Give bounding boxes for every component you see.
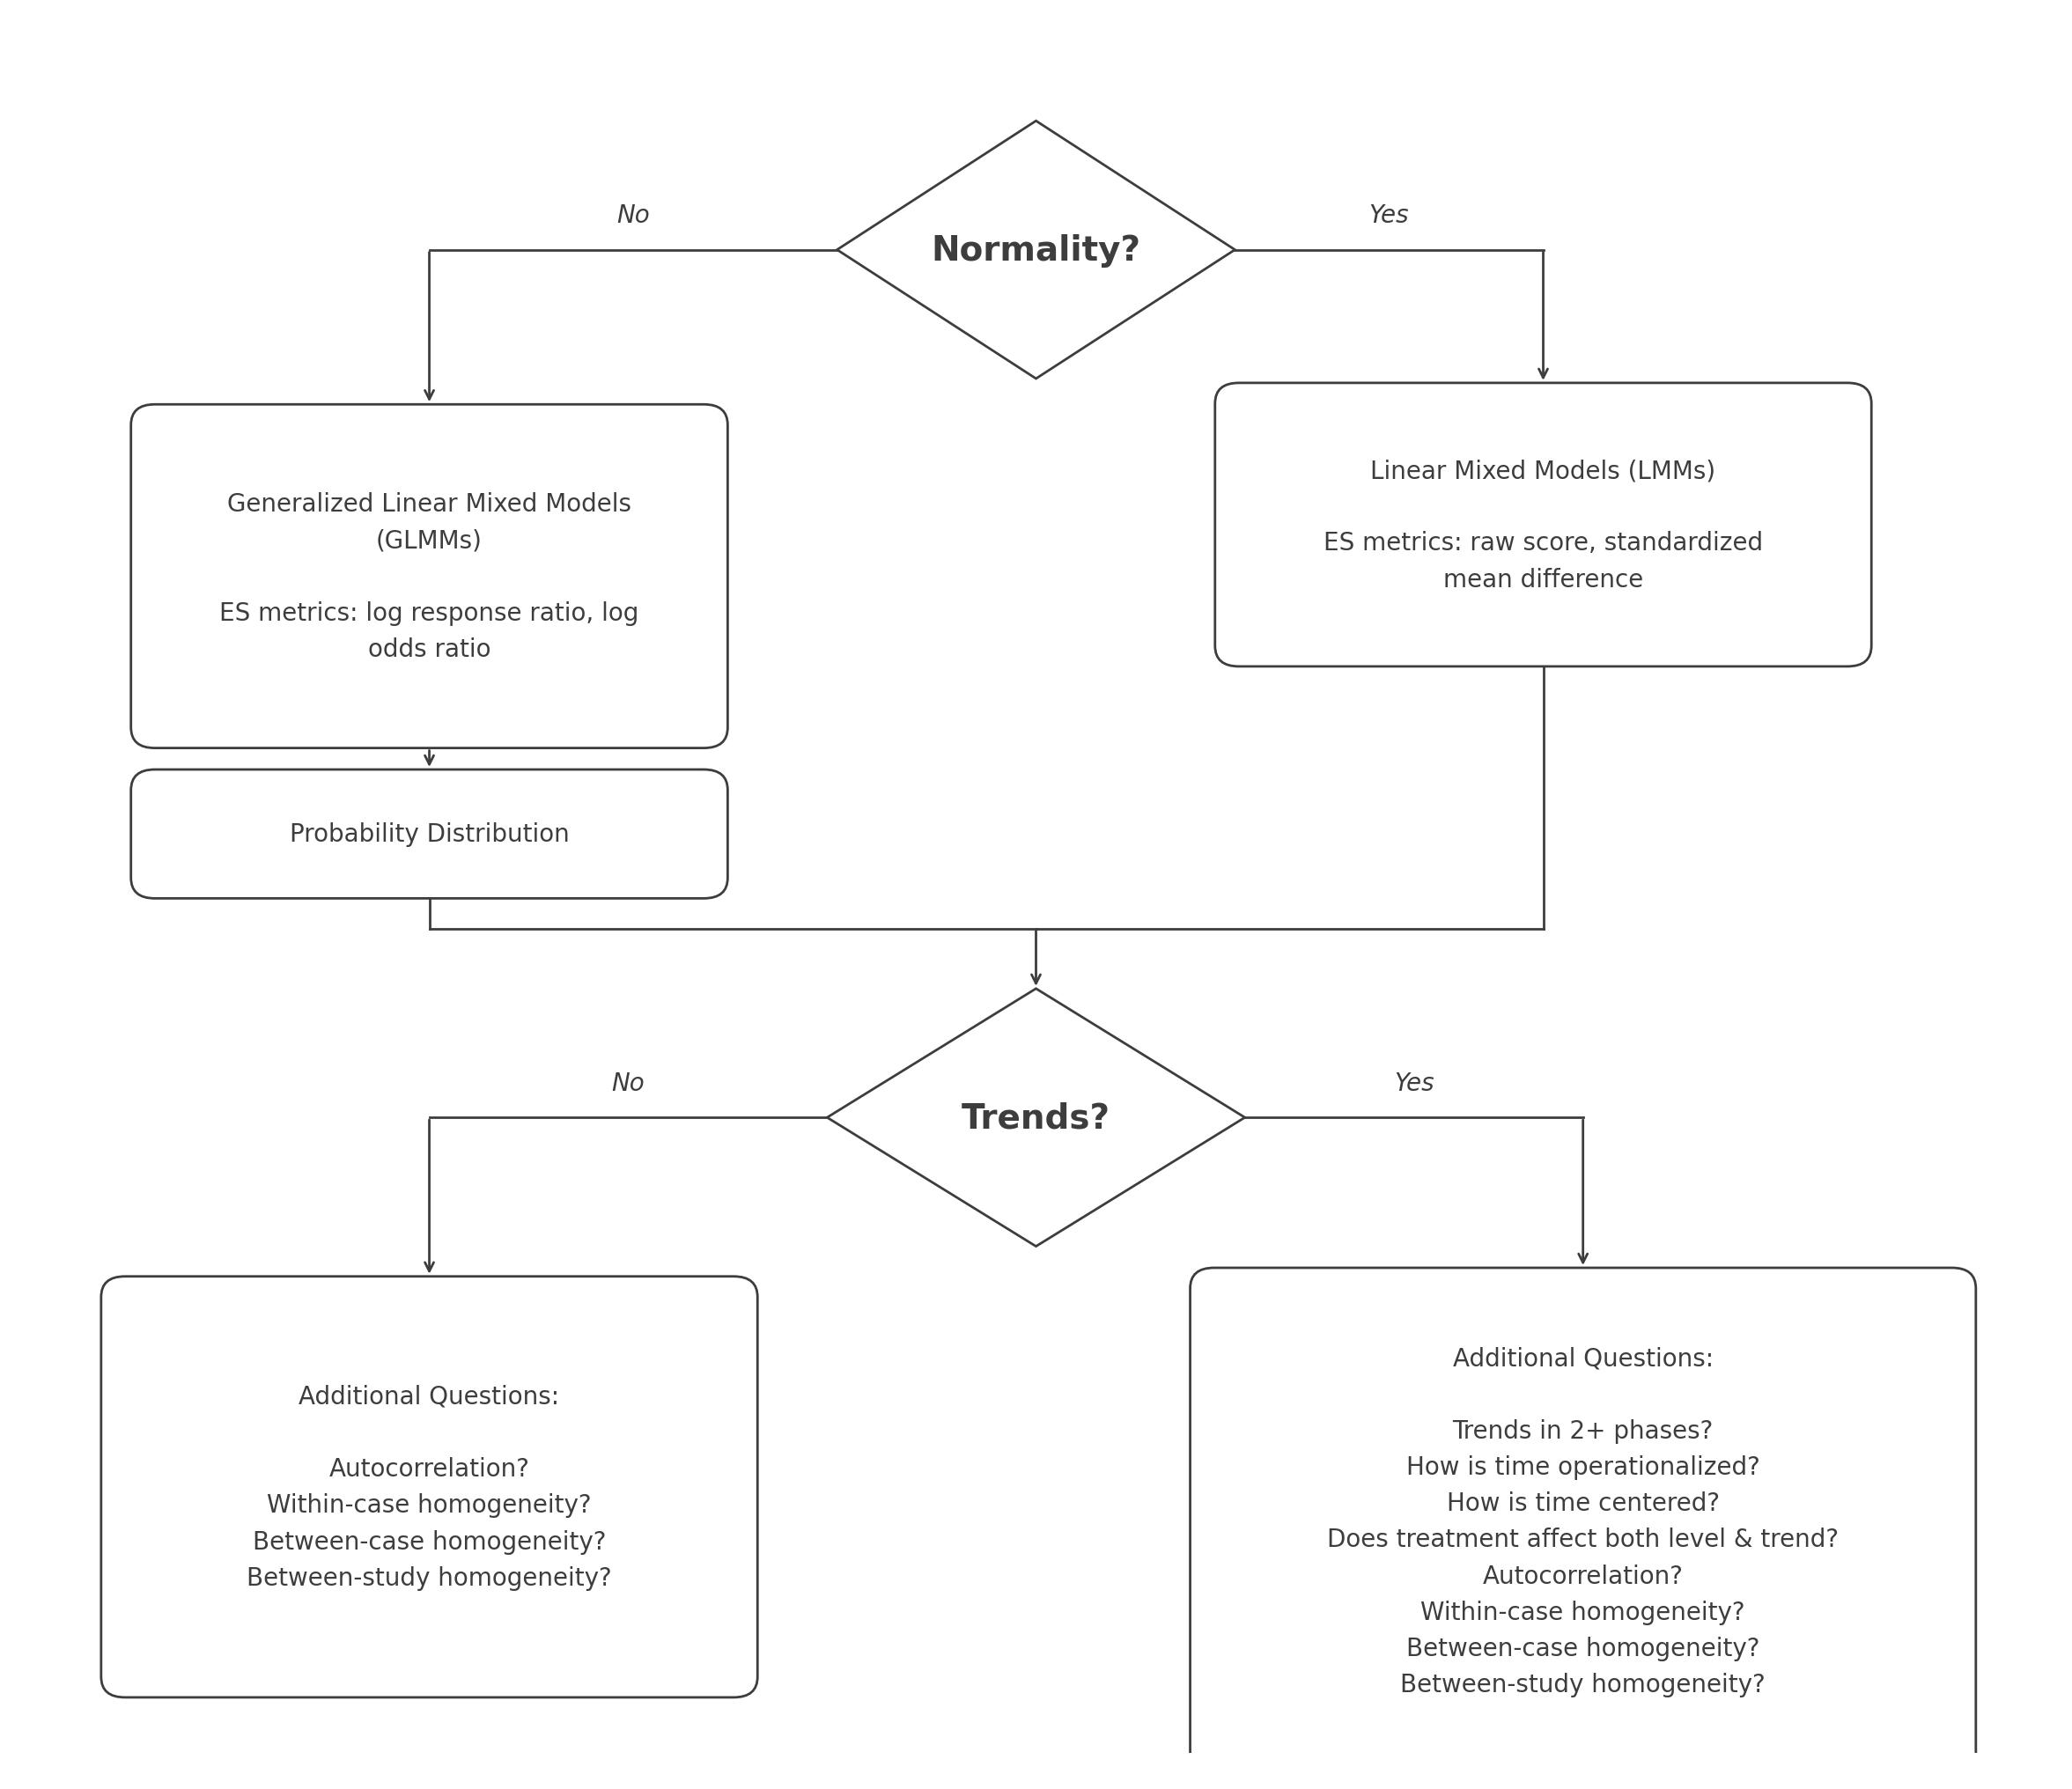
Text: Trends?: Trends? [961, 1100, 1111, 1134]
Text: Yes: Yes [1394, 1072, 1434, 1095]
Text: Yes: Yes [1370, 204, 1409, 229]
Text: No: No [617, 204, 651, 229]
Text: Normality?: Normality? [930, 234, 1142, 267]
Text: Probability Distribution: Probability Distribution [290, 823, 570, 846]
Text: No: No [611, 1072, 644, 1095]
Text: Generalized Linear Mixed Models
(GLMMs)

ES metrics: log response ratio, log
odd: Generalized Linear Mixed Models (GLMMs) … [220, 492, 638, 662]
Text: Additional Questions:

Autocorrelation?
Within-case homogeneity?
Between-case ho: Additional Questions: Autocorrelation? W… [247, 1385, 611, 1590]
Text: Linear Mixed Models (LMMs)

ES metrics: raw score, standardized
mean difference: Linear Mixed Models (LMMs) ES metrics: r… [1324, 458, 1763, 592]
Text: Additional Questions:

Trends in 2+ phases?
How is time operationalized?
How is : Additional Questions: Trends in 2+ phase… [1328, 1345, 1838, 1696]
